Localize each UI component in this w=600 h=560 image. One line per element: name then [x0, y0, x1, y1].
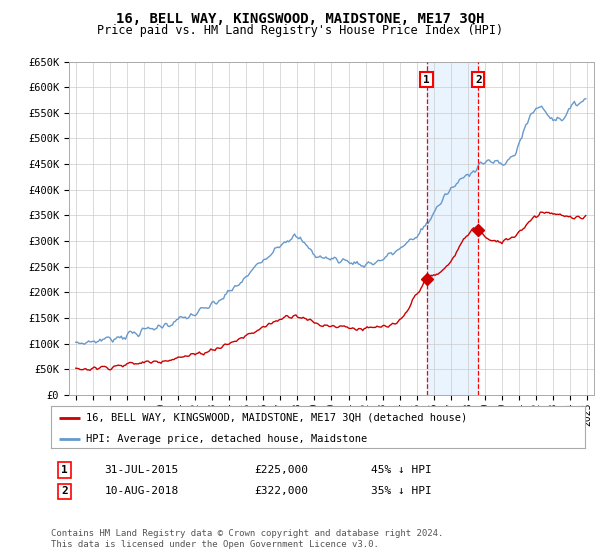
Text: 10-AUG-2018: 10-AUG-2018: [104, 486, 179, 496]
Text: 2: 2: [61, 486, 68, 496]
Text: £225,000: £225,000: [254, 465, 308, 475]
Text: 1: 1: [423, 74, 430, 85]
Text: 1: 1: [61, 465, 68, 475]
Text: 35% ↓ HPI: 35% ↓ HPI: [371, 486, 432, 496]
Text: Price paid vs. HM Land Registry's House Price Index (HPI): Price paid vs. HM Land Registry's House …: [97, 24, 503, 36]
Text: HPI: Average price, detached house, Maidstone: HPI: Average price, detached house, Maid…: [86, 434, 367, 444]
Text: 16, BELL WAY, KINGSWOOD, MAIDSTONE, ME17 3QH: 16, BELL WAY, KINGSWOOD, MAIDSTONE, ME17…: [116, 12, 484, 26]
Text: Contains HM Land Registry data © Crown copyright and database right 2024.
This d: Contains HM Land Registry data © Crown c…: [51, 529, 443, 549]
Text: 31-JUL-2015: 31-JUL-2015: [104, 465, 179, 475]
Text: 2: 2: [475, 74, 482, 85]
Text: 16, BELL WAY, KINGSWOOD, MAIDSTONE, ME17 3QH (detached house): 16, BELL WAY, KINGSWOOD, MAIDSTONE, ME17…: [86, 413, 467, 423]
Bar: [427, 62, 478, 395]
Text: £322,000: £322,000: [254, 486, 308, 496]
Text: 45% ↓ HPI: 45% ↓ HPI: [371, 465, 432, 475]
